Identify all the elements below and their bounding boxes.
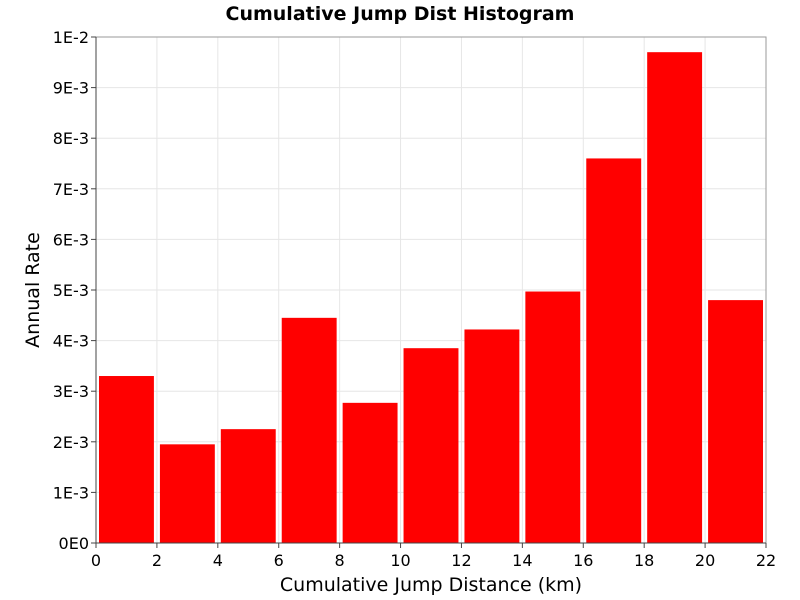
bars — [99, 52, 763, 544]
x-tick-label: 22 — [756, 551, 776, 570]
x-tick-label: 8 — [335, 551, 345, 570]
histogram-bar — [464, 329, 520, 543]
histogram-bar — [525, 291, 581, 543]
x-tick-label: 18 — [634, 551, 654, 570]
y-tick-label: 0E0 — [59, 534, 89, 553]
histogram-bar — [159, 444, 215, 543]
histogram-bar — [342, 402, 398, 543]
y-tick-label: 9E-3 — [53, 79, 89, 98]
histogram-bar — [403, 348, 459, 543]
chart-title: Cumulative Jump Dist Histogram — [226, 3, 575, 25]
histogram-bar — [99, 376, 154, 543]
x-tick-label: 16 — [573, 551, 593, 570]
x-tick-label: 2 — [152, 551, 162, 570]
y-tick-label: 5E-3 — [53, 281, 89, 300]
histogram-bar — [647, 52, 703, 544]
y-tick-label: 4E-3 — [53, 332, 89, 351]
y-tick-label: 7E-3 — [53, 180, 89, 199]
x-tick-label: 12 — [451, 551, 471, 570]
y-axis-label: Annual Rate — [22, 232, 44, 348]
y-tick-label: 3E-3 — [53, 382, 89, 401]
histogram-bar — [586, 158, 642, 543]
x-tick-label: 4 — [213, 551, 223, 570]
y-tick-label: 1E-2 — [53, 28, 89, 47]
x-axis-ticks: 0 2 4 6 8 10 12 14 16 18 20 22 — [91, 543, 776, 570]
x-tick-label: 6 — [274, 551, 284, 570]
x-tick-label: 10 — [390, 551, 410, 570]
y-tick-label: 2E-3 — [53, 433, 89, 452]
y-tick-label: 8E-3 — [53, 129, 89, 148]
y-tick-label: 6E-3 — [53, 230, 89, 249]
y-axis-ticks: 0E0 1E-3 2E-3 3E-3 4E-3 5E-3 6E-3 7E-3 8E-3 9E-3 1… — [53, 28, 96, 553]
x-tick-label: 14 — [512, 551, 532, 570]
histogram-bar — [220, 429, 276, 543]
x-axis-label: Cumulative Jump Distance (km) — [280, 574, 582, 596]
histogram-bar — [708, 300, 763, 543]
x-tick-label: 20 — [695, 551, 715, 570]
histogram-bar — [281, 317, 337, 543]
x-tick-label: 0 — [91, 551, 101, 570]
y-tick-label: 1E-3 — [53, 483, 89, 502]
